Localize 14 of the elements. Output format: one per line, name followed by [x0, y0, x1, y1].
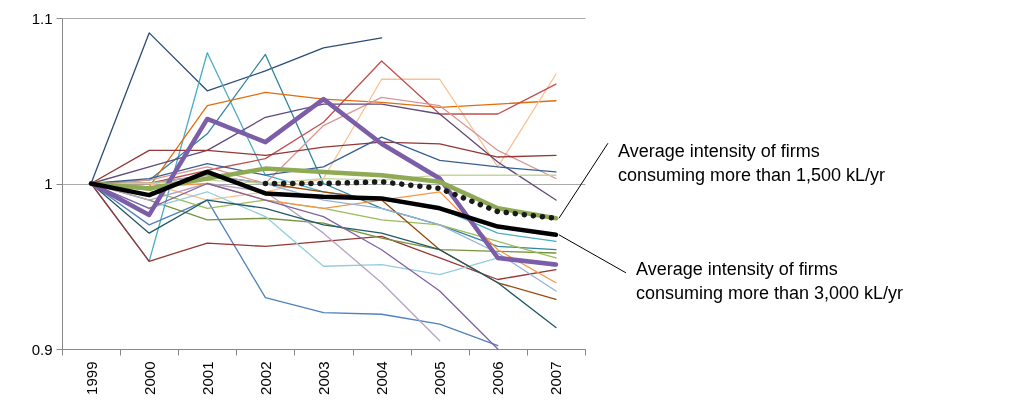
x-tick-label: 2005	[431, 361, 449, 395]
x-tick-label: 2003	[315, 361, 332, 395]
x-tick-label: 2004	[373, 361, 391, 395]
y-tick-label: 1	[44, 175, 53, 192]
y-tick-label: 1.1	[31, 9, 53, 27]
x-tick-label: 2000	[140, 361, 158, 395]
annotation: Average intensity of firms consuming more than 3,000 kL/yr	[635, 258, 904, 303]
y-tick-label: 0.9	[31, 340, 53, 358]
x-tick-label: 2002	[256, 361, 274, 395]
x-tick-label: 2006	[489, 361, 507, 395]
x-tick-label: 2007	[547, 361, 565, 395]
x-tick-label: 2001	[198, 361, 216, 395]
x-tick-label: 1999	[82, 361, 100, 395]
annotation: Average intensity of firms consuming more than 1,500 kL/yr	[617, 141, 886, 186]
